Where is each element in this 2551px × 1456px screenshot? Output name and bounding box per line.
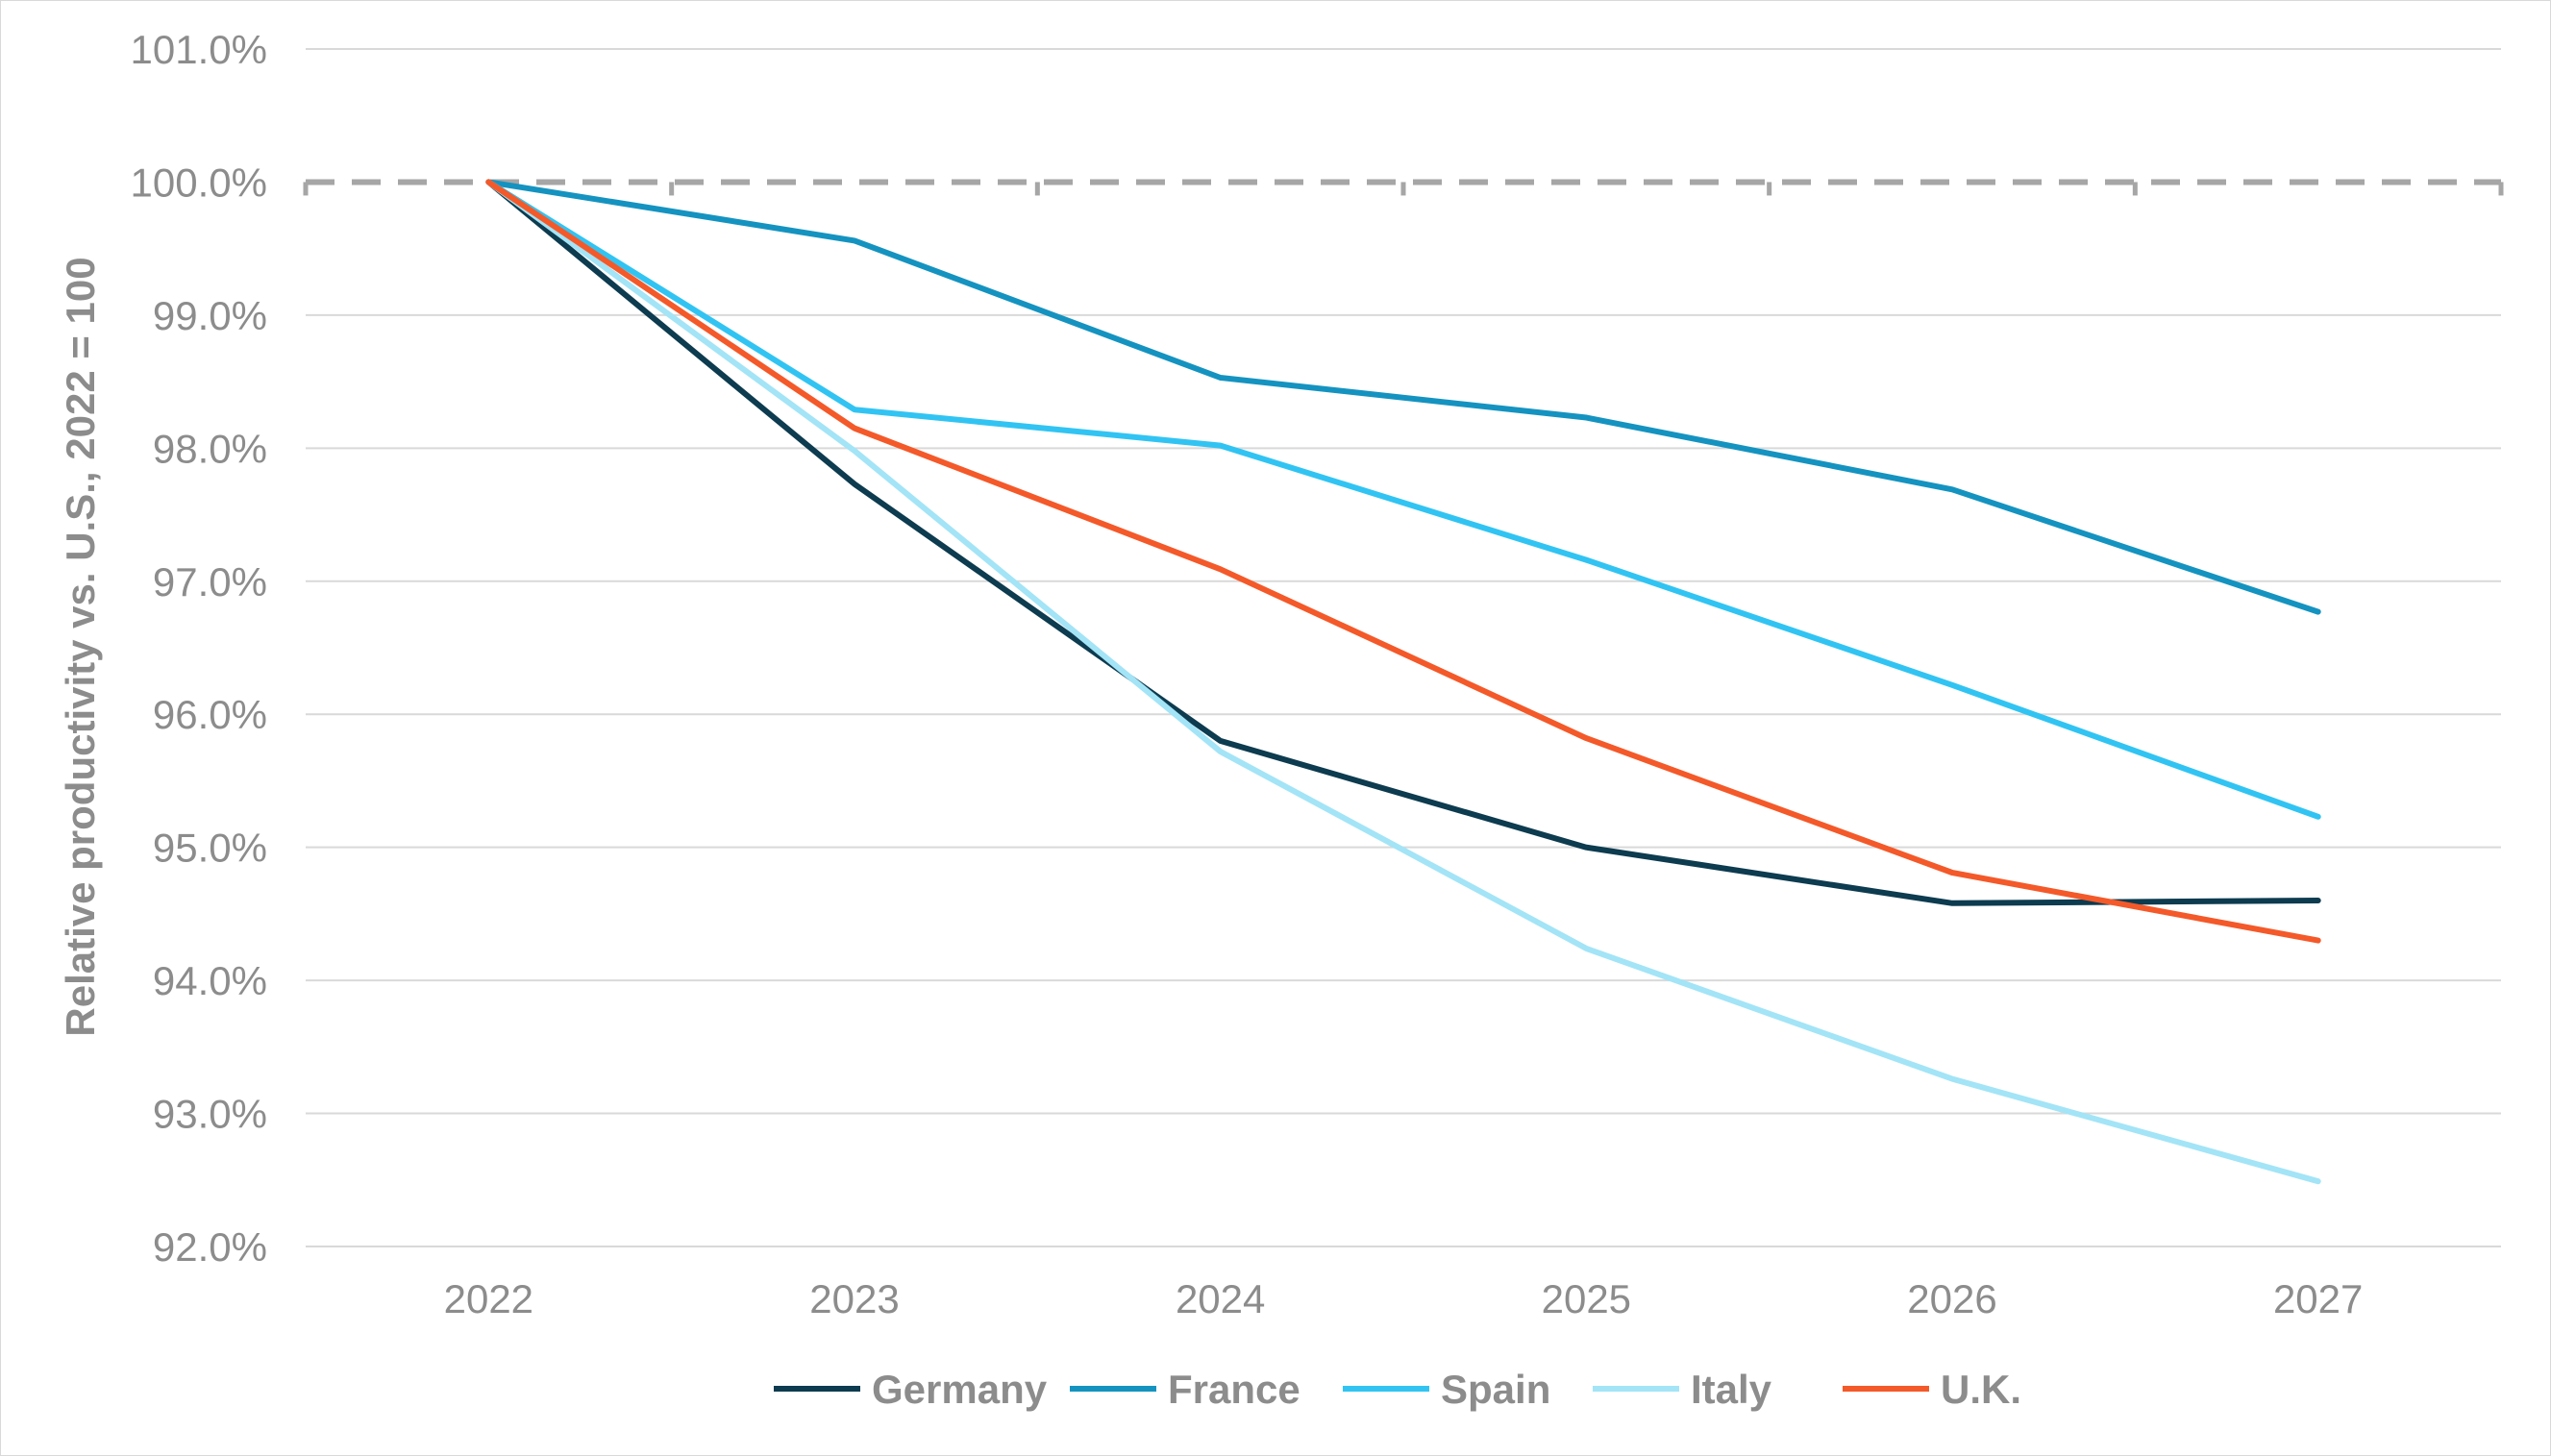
x-tick-label: 2027 [2273, 1276, 2363, 1321]
legend-label-italy: Italy [1691, 1367, 1772, 1412]
y-tick-label: 95.0% [153, 826, 267, 871]
y-tick-label: 94.0% [153, 958, 267, 1003]
series-line-spain [485, 179, 2321, 820]
y-tick-label: 99.0% [153, 293, 267, 338]
legend-label-germany: Germany [872, 1367, 1048, 1412]
legend-label-spain: Spain [1441, 1367, 1550, 1412]
y-tick-label: 96.0% [153, 692, 267, 737]
series-lines [485, 179, 2321, 1185]
series-line-italy [485, 179, 2321, 1185]
x-tick-label: 2026 [1907, 1276, 1996, 1321]
series-line-u-k [485, 179, 2321, 944]
x-tick-label: 2022 [444, 1276, 533, 1321]
x-tick-label: 2023 [809, 1276, 899, 1321]
legend: Germany France Spain Italy U.K. [774, 1367, 2021, 1412]
legend-label-u-k: U.K. [1941, 1367, 2021, 1412]
y-tick-label: 101.0% [131, 27, 267, 72]
y-tick-label: 98.0% [153, 426, 267, 471]
x-tick-label: 2024 [1176, 1276, 1265, 1321]
y-tick-label: 100.0% [131, 160, 267, 205]
axes: 92.0% 93.0% 94.0% 95.0% 96.0% 97.0% 98.0% 99.0%… [131, 27, 2501, 1321]
y-tick-label: 93.0% [153, 1092, 267, 1137]
y-axis-title: Relative productivity vs. U.S., 2022 = 1… [58, 257, 103, 1036]
y-tick-label: 92.0% [153, 1224, 267, 1270]
y-tick-label: 97.0% [153, 559, 267, 605]
x-tick-label: 2025 [1542, 1276, 1631, 1321]
y-axis-title-group: Relative productivity vs. U.S., 2022 = 1… [58, 257, 103, 1036]
series-line-germany [485, 179, 2321, 906]
series-line-france [485, 179, 2321, 615]
legend-label-france: France [1168, 1367, 1300, 1412]
gridlines [303, 48, 2504, 1247]
